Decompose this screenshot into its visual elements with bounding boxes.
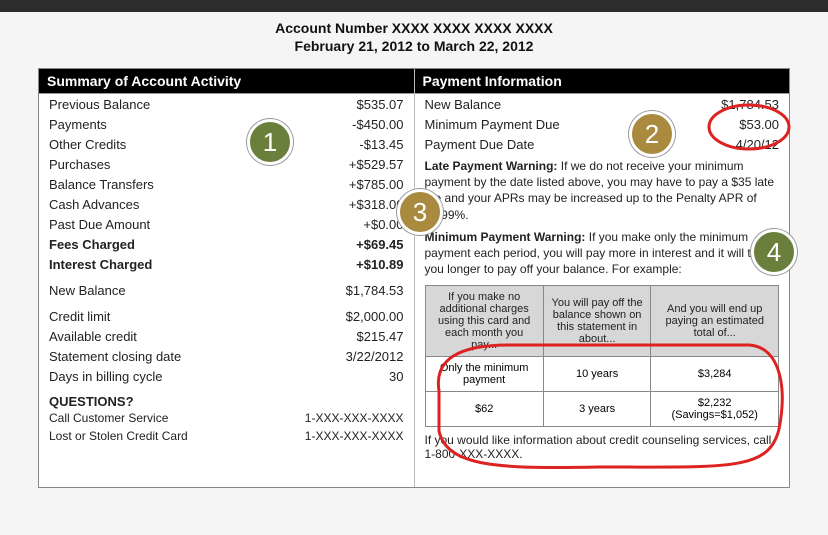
- callout-4: 4: [751, 229, 797, 275]
- payoff-row: Only the minimum payment10 years$3,284: [425, 357, 779, 392]
- new-balance-value: $1,784.53: [346, 283, 404, 298]
- min-warning-label: Minimum Payment Warning:: [425, 230, 586, 244]
- question-row: Call Customer Service1-XXX-XXX-XXXX: [49, 409, 404, 427]
- statement-dates: February 21, 2012 to March 22, 2012: [0, 38, 828, 54]
- summary-row: Fees Charged+$69.45: [39, 234, 414, 254]
- questions-block: QUESTIONS? Call Customer Service1-XXX-XX…: [39, 386, 414, 445]
- account-number: Account Number XXXX XXXX XXXX XXXX: [0, 20, 828, 36]
- statement-header: Account Number XXXX XXXX XXXX XXXX Febru…: [0, 12, 828, 58]
- payment-row: Minimum Payment Due$53.00: [415, 114, 790, 134]
- counseling-footnote: If you would like information about cred…: [415, 427, 790, 467]
- callout-1: 1: [247, 119, 293, 165]
- payoff-header: And you will end up paying an estimated …: [651, 286, 779, 357]
- questions-title: QUESTIONS?: [49, 394, 404, 409]
- top-bar: [0, 0, 828, 12]
- statement-body: Summary of Account Activity Previous Bal…: [38, 68, 790, 488]
- summary-heading: Summary of Account Activity: [39, 69, 414, 94]
- limit-row: Days in billing cycle30: [39, 366, 414, 386]
- payment-row: New Balance$1,784.53: [415, 94, 790, 114]
- summary-row: Past Due Amount+$0.00: [39, 214, 414, 234]
- summary-row: Other Credits-$13.45: [39, 134, 414, 154]
- payoff-header: If you make no additional charges using …: [425, 286, 543, 357]
- question-row: Lost or Stolen Credit Card1-XXX-XXX-XXXX: [49, 427, 404, 445]
- payment-heading: Payment Information: [415, 69, 790, 94]
- late-payment-warning: Late Payment Warning: If we do not recei…: [415, 154, 790, 225]
- payment-row: Payment Due Date4/20/12: [415, 134, 790, 154]
- summary-row: Previous Balance$535.07: [39, 94, 414, 114]
- summary-row: Interest Charged+$10.89: [39, 254, 414, 274]
- payoff-header: You will pay off the balance shown on th…: [543, 286, 651, 357]
- summary-row: Payments-$450.00: [39, 114, 414, 134]
- summary-row: Purchases+$529.57: [39, 154, 414, 174]
- late-warning-label: Late Payment Warning:: [425, 159, 558, 173]
- summary-row: Cash Advances+$318.00: [39, 194, 414, 214]
- summary-column: Summary of Account Activity Previous Bal…: [39, 69, 415, 487]
- minimum-payment-warning: Minimum Payment Warning: If you make onl…: [415, 225, 790, 280]
- callout-3: 3: [397, 189, 443, 235]
- limit-row: Credit limit$2,000.00: [39, 306, 414, 326]
- limit-row: Statement closing date3/22/2012: [39, 346, 414, 366]
- new-balance-row: New Balance $1,784.53: [39, 280, 414, 300]
- limit-row: Available credit$215.47: [39, 326, 414, 346]
- summary-row: Balance Transfers+$785.00: [39, 174, 414, 194]
- payment-column: Payment Information New Balance$1,784.53…: [415, 69, 790, 487]
- payoff-row: $623 years$2,232 (Savings=$1,052): [425, 392, 779, 427]
- payoff-table: If you make no additional charges using …: [425, 285, 780, 427]
- callout-2: 2: [629, 111, 675, 157]
- new-balance-label: New Balance: [49, 283, 126, 298]
